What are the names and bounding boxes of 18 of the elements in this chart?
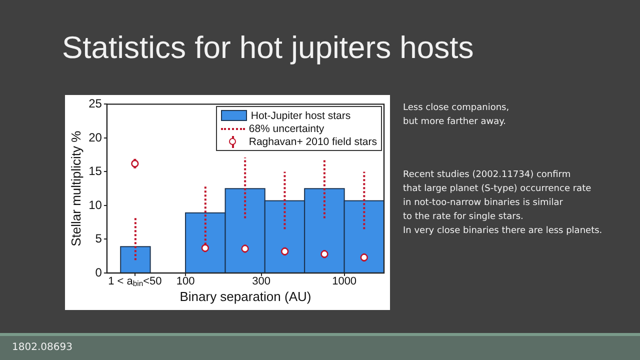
chart-title: Statistics for hot jupiters hosts	[62, 30, 474, 66]
text: 1802.08693	[12, 341, 72, 355]
y-tick-label: 25	[88, 96, 102, 111]
y-tick-label: 5	[95, 232, 102, 246]
y-tick-label: 10	[88, 198, 102, 212]
y-tick-label: 0	[95, 265, 102, 280]
x-axis-title: Binary separation (AU)	[180, 289, 312, 304]
legend-label: Hot-Jupiter host stars	[250, 110, 351, 122]
y-tick-label: 20	[88, 130, 102, 144]
y-tick-label: 15	[88, 164, 102, 178]
x-tick-label: 1000	[332, 276, 357, 288]
text: Recent studies (2002.11734) confirm that large planet (S-type) occurrence rate in not-too-narrow binaries is similar to the rate for single stars. In very close binaries there are less planets.	[403, 169, 602, 238]
annotation: 68% uncertainty	[248, 122, 324, 135]
text: Less close companions, but more farther away.	[403, 102, 510, 129]
x-tick-label: 300	[252, 276, 270, 288]
legend-label: Raghavan+ 2010 field stars	[248, 136, 377, 148]
x-tick-label: 100	[176, 276, 195, 288]
y-axis-title: Stellar multiplicity %	[68, 130, 84, 246]
